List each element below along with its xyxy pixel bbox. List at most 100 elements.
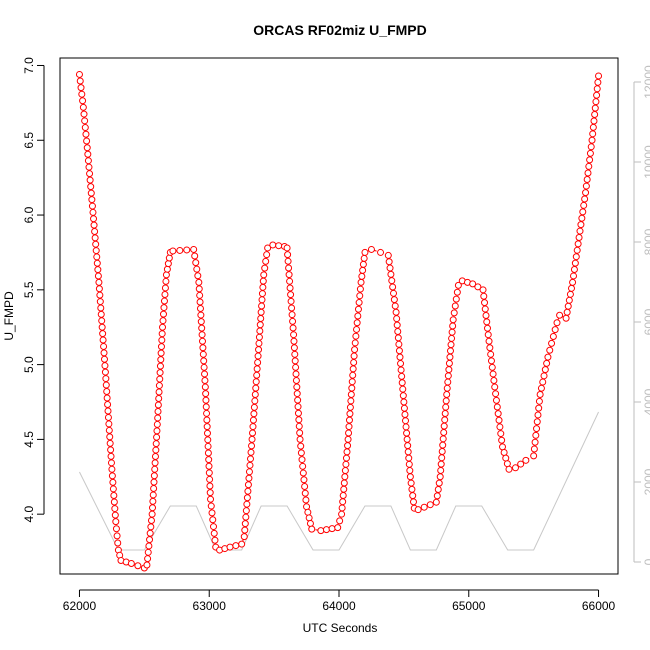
u-fmpd-point <box>402 417 410 425</box>
u-fmpd-point <box>160 304 168 312</box>
u-fmpd-point <box>107 459 115 467</box>
plot-frame <box>59 57 619 575</box>
u-fmpd-point <box>108 472 116 480</box>
u-fmpd-point <box>480 292 488 300</box>
u-fmpd-point <box>295 416 303 424</box>
u-fmpd-point <box>111 511 119 519</box>
u-fmpd-point <box>160 297 168 305</box>
u-fmpd-point <box>85 163 93 171</box>
u-fmpd-point <box>549 332 557 340</box>
u-fmpd-point <box>196 298 204 306</box>
u-fmpd-point <box>159 310 167 318</box>
u-fmpd-point <box>546 346 554 354</box>
u-fmpd-point <box>201 377 209 384</box>
u-fmpd-point <box>159 323 167 331</box>
u-fmpd-point <box>396 353 404 361</box>
u-fmpd-point <box>346 410 354 418</box>
u-fmpd-point <box>493 403 501 411</box>
u-fmpd-point <box>444 378 452 386</box>
u-fmpd-point <box>206 482 214 490</box>
u-fmpd-point <box>106 433 114 441</box>
u-fmpd-point <box>288 311 296 319</box>
u-fmpd-point <box>303 503 311 511</box>
u-fmpd-point <box>403 435 411 443</box>
u-fmpd-point <box>294 409 302 417</box>
u-fmpd-point <box>442 403 450 411</box>
u-fmpd-point <box>155 382 163 390</box>
u-fmpd-point <box>432 498 440 506</box>
u-fmpd-point <box>87 189 95 197</box>
u-fmpd-point <box>357 278 365 286</box>
u-fmpd-point <box>284 257 292 265</box>
u-fmpd-point <box>291 350 299 358</box>
u-fmpd-point <box>263 251 271 259</box>
u-fmpd-point <box>391 302 399 310</box>
u-fmpd-point <box>144 548 152 556</box>
u-fmpd-point <box>197 311 205 319</box>
u-fmpd-point <box>99 336 107 344</box>
u-fmpd-point <box>289 317 297 325</box>
right-y-tick-label: 12000 <box>642 65 650 99</box>
u-fmpd-point <box>345 416 353 424</box>
u-fmpd-point <box>256 321 264 329</box>
u-fmpd-point <box>108 465 116 473</box>
u-fmpd-point <box>159 317 167 325</box>
u-fmpd-point <box>104 413 112 421</box>
u-fmpd-point <box>84 150 92 158</box>
u-fmpd-point <box>238 540 246 548</box>
u-fmpd-point <box>450 309 458 317</box>
u-fmpd-point <box>584 169 592 177</box>
u-fmpd-point <box>487 350 495 358</box>
u-fmpd-point <box>387 270 395 278</box>
u-fmpd-point <box>198 331 206 339</box>
u-fmpd-point <box>540 372 548 380</box>
u-fmpd-point <box>551 326 559 334</box>
u-fmpd-point <box>339 498 347 506</box>
u-fmpd-point <box>294 396 302 404</box>
u-fmpd-point <box>78 90 86 98</box>
u-fmpd-point <box>299 469 307 477</box>
u-fmpd-point <box>103 388 111 396</box>
u-fmpd-point <box>206 489 214 497</box>
u-fmpd-point <box>296 435 304 443</box>
u-fmpd-point <box>87 183 95 191</box>
u-fmpd-point <box>164 260 172 268</box>
u-fmpd-point <box>342 460 350 468</box>
u-fmpd-point <box>255 333 263 341</box>
u-fmpd-point <box>92 240 100 248</box>
u-fmpd-point <box>202 403 210 411</box>
u-fmpd-point <box>328 525 336 533</box>
u-fmpd-point <box>496 423 504 431</box>
u-fmpd-point <box>83 137 91 145</box>
u-fmpd-point <box>286 277 294 285</box>
u-fmpd-point <box>533 425 541 433</box>
u-fmpd-point <box>582 182 590 190</box>
u-fmpd-point <box>287 297 295 305</box>
u-fmpd-point <box>394 327 402 335</box>
u-fmpd-point <box>447 341 455 349</box>
u-fmpd-point <box>353 325 361 333</box>
u-fmpd-point <box>535 397 543 405</box>
u-fmpd-point <box>241 526 249 534</box>
u-fmpd-point <box>146 536 154 544</box>
u-fmpd-point <box>296 429 304 437</box>
u-fmpd-point <box>294 403 302 411</box>
u-fmpd-point <box>269 241 277 249</box>
u-fmpd-point <box>543 359 551 367</box>
u-fmpd-point <box>94 266 102 274</box>
u-fmpd-point <box>572 253 580 261</box>
u-fmpd-point <box>582 189 590 197</box>
u-fmpd-point <box>96 298 104 306</box>
u-fmpd-point <box>199 337 207 345</box>
u-fmpd-point <box>109 485 117 493</box>
u-fmpd-point <box>448 334 456 342</box>
u-fmpd-point <box>483 324 491 332</box>
u-fmpd-point <box>96 291 104 299</box>
u-fmpd-point <box>351 339 359 347</box>
u-fmpd-point <box>347 397 355 405</box>
u-fmpd-point <box>587 143 595 151</box>
u-fmpd-point <box>537 384 545 392</box>
u-fmpd-point <box>533 418 541 426</box>
u-fmpd-point <box>441 410 449 418</box>
